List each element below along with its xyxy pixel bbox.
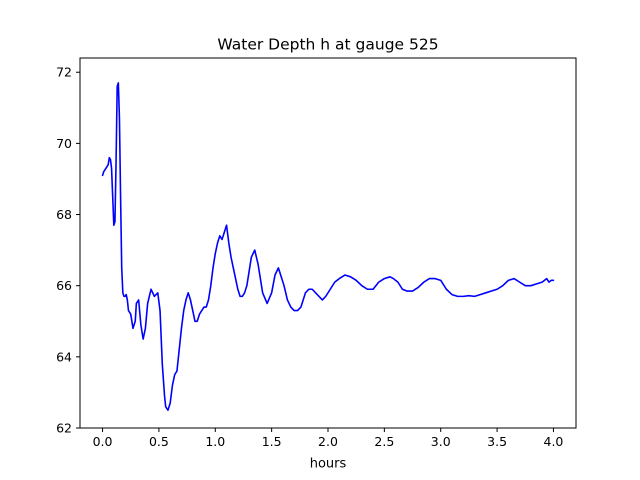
y-tick-label: 68 [56, 207, 72, 222]
y-tick-label: 64 [56, 349, 72, 364]
x-tick-label: 1.5 [262, 434, 282, 449]
chart-title: Water Depth h at gauge 525 [217, 36, 438, 54]
x-tick-label: 2.5 [374, 434, 394, 449]
y-tick-label: 62 [56, 421, 72, 436]
x-tick-label: 1.0 [205, 434, 225, 449]
x-tick-label: 2.0 [318, 434, 338, 449]
plot-area [101, 82, 555, 412]
x-tick-label: 4.0 [544, 434, 564, 449]
x-tick-label: 0.0 [93, 434, 113, 449]
y-tick-label: 72 [56, 65, 72, 80]
y-tick-label: 66 [56, 278, 72, 293]
x-tick-label: 3.0 [431, 434, 451, 449]
x-tick-label: 3.5 [487, 434, 507, 449]
x-axis-label: hours [310, 457, 347, 472]
x-tick-label: 0.5 [149, 434, 169, 449]
series-line-0 [101, 82, 555, 412]
y-tick-label: 70 [56, 136, 72, 151]
